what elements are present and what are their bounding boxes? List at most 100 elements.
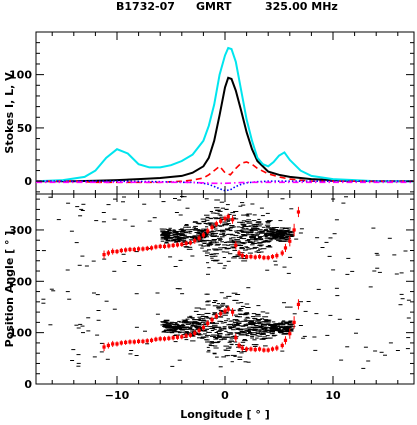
pa-point (145, 246, 149, 251)
pa-point (180, 242, 184, 246)
pa-point (188, 333, 193, 337)
pa-point (162, 337, 167, 341)
bottom-xlabel: Longitude [ ° ] (180, 408, 270, 421)
pa-point (223, 309, 227, 313)
pa-point (175, 243, 180, 247)
pa-point (240, 254, 244, 258)
pa-point (283, 246, 288, 250)
bottom-y-tick-label: 100 (9, 327, 32, 340)
pa-point (206, 229, 210, 233)
pa-point (106, 343, 110, 348)
top-y-tick-label: 0 (24, 175, 32, 188)
pa-point (167, 244, 171, 248)
pa-point (266, 256, 270, 260)
pa-point (210, 225, 214, 229)
pa-point (184, 334, 188, 338)
stokes-series-line-2 (36, 161, 414, 184)
pa-point (230, 310, 235, 314)
pa-point (119, 248, 123, 253)
pa-point (201, 233, 205, 237)
pa-point (234, 336, 238, 340)
pa-point (280, 343, 284, 348)
pa-point (257, 255, 262, 259)
pa-point (288, 332, 292, 336)
pa-point (270, 255, 275, 259)
pa-point (175, 335, 180, 339)
stokes-series-line-4 (36, 181, 414, 185)
pa-point (128, 247, 132, 252)
pa-point (257, 347, 262, 351)
x-tick-label: 0 (221, 389, 229, 402)
pa-point (201, 325, 205, 330)
pa-point (249, 347, 253, 351)
pa-point (128, 340, 132, 344)
pa-point (219, 219, 223, 223)
pa-point (262, 256, 266, 260)
pa-point (102, 345, 106, 349)
pa-point (253, 347, 257, 352)
pa-point (102, 252, 106, 257)
pa-point (149, 338, 154, 342)
pa-point (237, 251, 241, 255)
pa-point (253, 255, 257, 259)
pa-point (197, 328, 201, 333)
pa-point (124, 340, 128, 345)
pa-point (234, 243, 238, 247)
pa-point (167, 336, 171, 340)
pa-point (158, 337, 162, 341)
pa-point (237, 343, 241, 348)
pa-point (219, 312, 223, 316)
pa-point (124, 248, 128, 252)
pa-point (288, 239, 292, 243)
pa-point (149, 246, 154, 250)
pa-point (119, 341, 123, 345)
pa-point (171, 336, 175, 340)
pa-point (206, 321, 210, 326)
pa-point (141, 339, 145, 343)
header-frequency: 325.00 MHz (265, 0, 338, 13)
pa-point (210, 318, 214, 322)
pa-point (226, 214, 230, 219)
pa-point (132, 247, 136, 252)
pa-point (154, 337, 158, 341)
pa-point (266, 348, 270, 352)
bottom-ylabel: Position Angle [ ° ] (3, 231, 16, 348)
pa-point (292, 228, 296, 232)
pa-point (137, 339, 141, 343)
pa-point (197, 236, 201, 240)
pa-point (184, 241, 188, 245)
pa-point (111, 249, 115, 254)
pa-point (162, 244, 167, 248)
pa-point (115, 342, 119, 346)
stokes-series-line-1 (35, 46, 414, 183)
header-telescope: GMRT (196, 0, 232, 13)
pa-point (137, 247, 141, 251)
pa-point (296, 302, 301, 307)
pa-point (230, 218, 235, 222)
pa-point (115, 249, 119, 254)
header-pulsar-name: B1732-07 (116, 0, 175, 13)
pa-point (249, 255, 253, 259)
pa-points-group (102, 206, 301, 353)
x-tick-label: −10 (105, 389, 130, 402)
top-y-tick-label: 50 (17, 122, 33, 135)
pa-point (145, 339, 149, 343)
pa-point (283, 338, 288, 342)
bottom-y-tick-label: 200 (9, 275, 32, 288)
bottom-y-tick-label: 0 (24, 378, 32, 391)
pa-point (106, 251, 110, 255)
pa-point (193, 239, 197, 243)
pa-point (280, 251, 284, 255)
pa-point (245, 255, 249, 259)
pa-point (111, 342, 115, 346)
bottom-y-tick-label: 300 (9, 224, 32, 237)
pa-point (188, 241, 193, 245)
pa-point (240, 346, 244, 350)
pa-point (223, 217, 227, 221)
pa-point (132, 340, 136, 344)
pa-point (214, 222, 218, 226)
pa-point (292, 320, 296, 324)
pa-point (296, 210, 301, 214)
